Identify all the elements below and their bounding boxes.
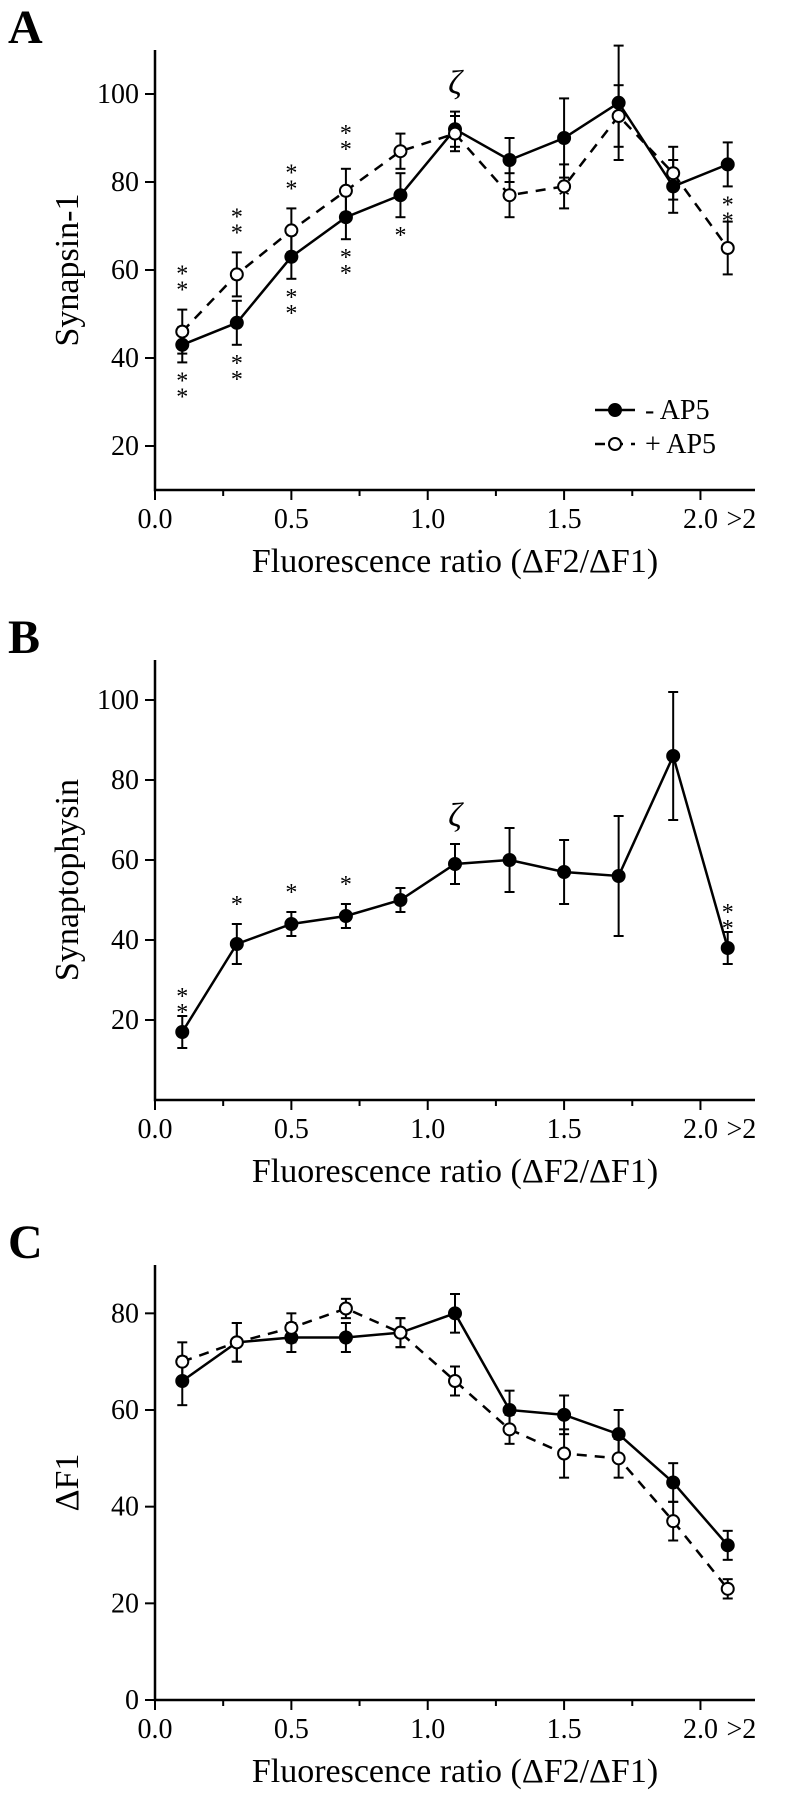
svg-text:*: * [231,892,243,918]
svg-text:- AP5: - AP5 [645,395,710,426]
chart-b: 20 40 60 80 100 0.0 0.5 1.0 1.5 2.0 >2 Fluorescence… [40,640,780,1200]
svg-text:Fluorescence ratio (ΔF2/ΔF1): Fluorescence ratio (ΔF2/ΔF1) [252,1153,658,1190]
svg-text:Synapsin-1: Synapsin-1 [49,194,86,347]
svg-text:*: * [231,367,243,393]
svg-text:20: 20 [111,1005,139,1036]
svg-text:100: 100 [97,685,139,716]
svg-text:20: 20 [111,431,139,462]
svg-text:ζ: ζ [448,65,464,102]
svg-text:1.0: 1.0 [410,504,445,535]
svg-text:2.0: 2.0 [683,1714,718,1745]
svg-text:100: 100 [97,79,139,110]
svg-text:*: * [176,262,188,288]
svg-text:Fluorescence ratio (ΔF2/ΔF1): Fluorescence ratio (ΔF2/ΔF1) [252,543,658,580]
svg-text:2.0: 2.0 [683,1114,718,1145]
figure: A 20 40 60 80 100 0.0 0.5 1.0 1.5 2.0 >2 Fluorescen… [0,0,798,1800]
svg-text:*: * [340,261,352,287]
svg-text:*: * [722,916,734,942]
svg-text:1.5: 1.5 [547,504,582,535]
svg-text:*: * [340,121,352,147]
panel-label-b: B [8,610,40,665]
svg-text:0.5: 0.5 [274,1714,309,1745]
svg-text:80: 80 [111,1298,139,1329]
svg-text:0.0: 0.0 [138,504,173,535]
svg-text:60: 60 [111,845,139,876]
svg-text:2.0: 2.0 [683,504,718,535]
panel-label-c: C [8,1215,43,1270]
svg-text:80: 80 [111,167,139,198]
svg-text:*: * [285,301,297,327]
svg-text:*: * [340,872,352,898]
svg-text:Fluorescence ratio (ΔF2/ΔF1): Fluorescence ratio (ΔF2/ΔF1) [252,1753,658,1790]
svg-text:*: * [231,204,243,230]
panel-label-a: A [8,0,43,55]
svg-text:0.5: 0.5 [274,1114,309,1145]
svg-text:0.5: 0.5 [274,504,309,535]
svg-text:+ AP5: + AP5 [645,429,716,460]
panel-b: 20 40 60 80 100 0.0 0.5 1.0 1.5 2.0 >2 Fluorescence… [40,640,780,1200]
svg-text:0: 0 [125,1685,139,1716]
svg-text:1.0: 1.0 [410,1714,445,1745]
svg-text:0.0: 0.0 [138,1714,173,1745]
svg-text:1.0: 1.0 [410,1114,445,1145]
svg-text:Synaptophysin: Synaptophysin [49,779,86,981]
panel-a: 20 40 60 80 100 0.0 0.5 1.0 1.5 2.0 >2 Fluorescence… [40,30,780,590]
svg-text:80: 80 [111,765,139,796]
chart-a: 20 40 60 80 100 0.0 0.5 1.0 1.5 2.0 >2 Fluorescence… [40,30,780,590]
svg-text:>2: >2 [726,1114,756,1145]
svg-text:40: 40 [111,1492,139,1523]
svg-text:*: * [394,223,406,249]
svg-text:ΔF1: ΔF1 [49,1454,86,1512]
svg-text:>2: >2 [726,504,756,535]
svg-text:*: * [176,384,188,410]
svg-text:*: * [285,880,297,906]
chart-c: 0 20 40 60 80 0.0 0.5 1.0 1.5 2.0 >2 Fluorescence r… [40,1245,780,1800]
svg-text:60: 60 [111,255,139,286]
svg-text:1.5: 1.5 [547,1714,582,1745]
svg-text:>2: >2 [726,1714,756,1745]
svg-text:40: 40 [111,925,139,956]
svg-text:0.0: 0.0 [138,1114,173,1145]
svg-text:1.5: 1.5 [547,1114,582,1145]
svg-text:60: 60 [111,1395,139,1426]
svg-text:*: * [176,1000,188,1026]
svg-text:40: 40 [111,343,139,374]
svg-text:ζ: ζ [448,797,464,834]
svg-text:20: 20 [111,1588,139,1619]
svg-text:*: * [285,160,297,186]
panel-c: 0 20 40 60 80 0.0 0.5 1.0 1.5 2.0 >2 Fluorescence r… [40,1245,780,1800]
